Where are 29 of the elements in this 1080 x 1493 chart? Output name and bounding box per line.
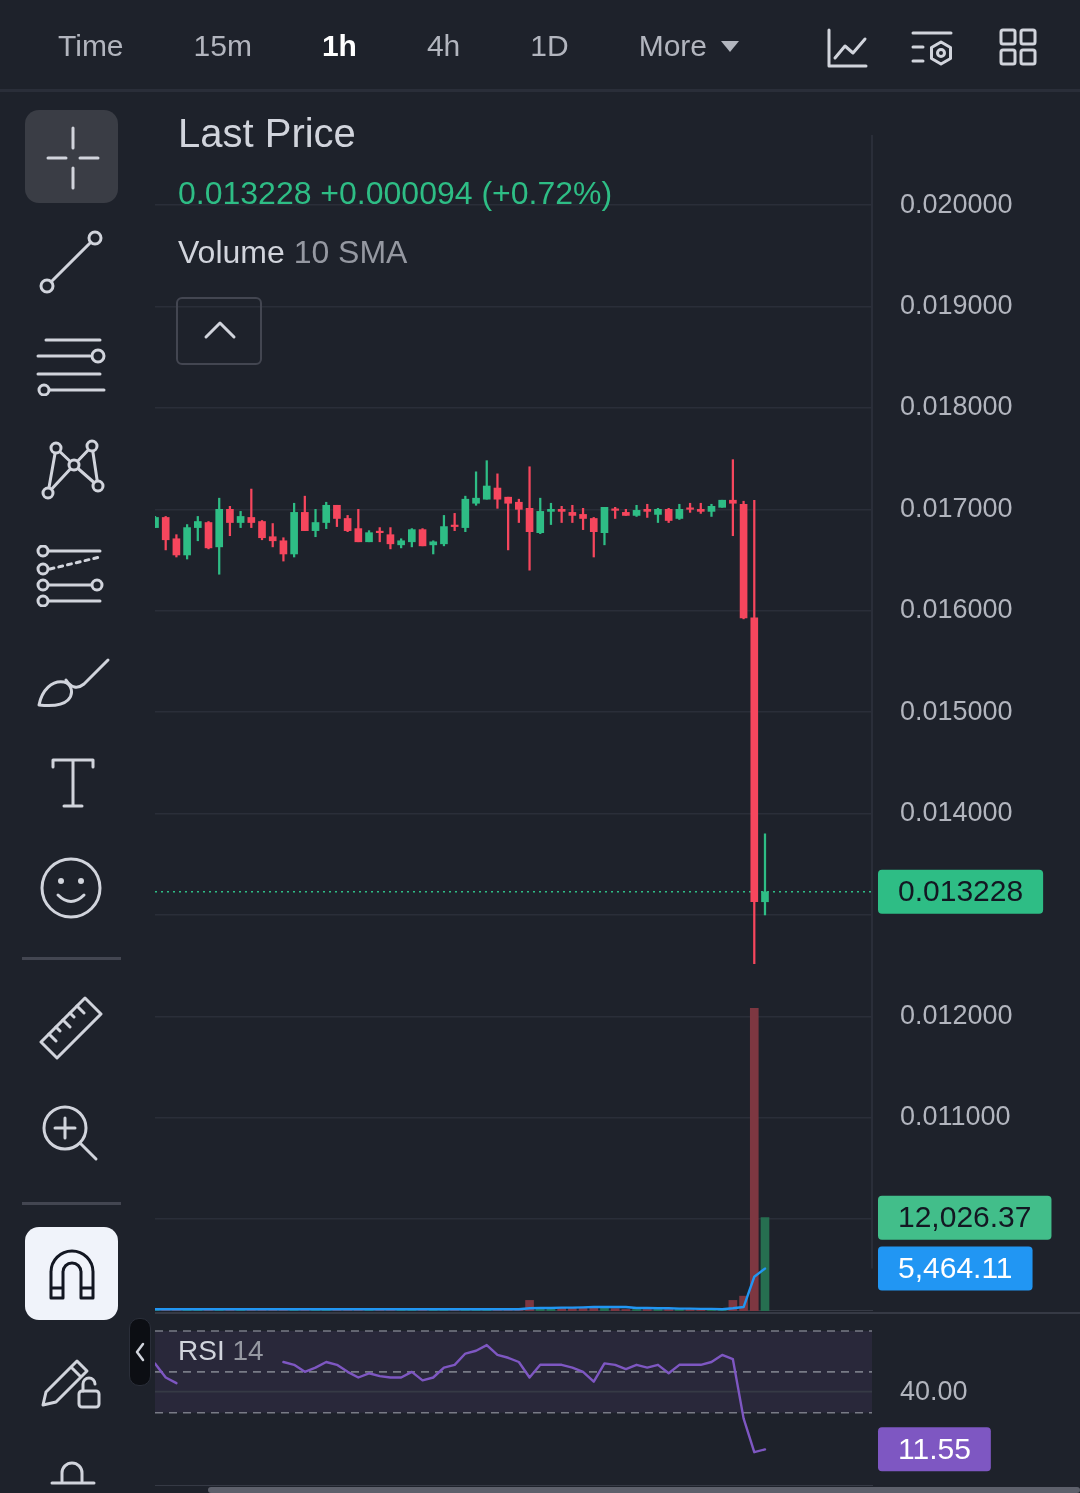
bar xyxy=(760,1217,770,1311)
y-tick-label: 0.011000 xyxy=(900,1101,1011,1132)
text: 40.00 xyxy=(900,1376,968,1406)
text: 1D xyxy=(530,29,569,64)
y-tick-label: 0.017000 xyxy=(900,492,1013,523)
candlestick xyxy=(311,509,320,538)
bar xyxy=(610,1308,620,1311)
y-tick-label: 0.015000 xyxy=(900,695,1013,726)
text: 5,464.11 xyxy=(898,1250,1013,1284)
y-tick-label: 0.012000 xyxy=(900,999,1013,1030)
y-tick-label: 0.014000 xyxy=(900,796,1013,827)
text: 15m xyxy=(193,29,252,64)
y-tick-label: 0.018000 xyxy=(900,391,1013,422)
text: More xyxy=(638,29,708,64)
text: 0.013228 +0.000094 (+0.72%) xyxy=(178,175,613,211)
chart-title: Last Price xyxy=(178,111,356,155)
candlestick xyxy=(525,466,534,571)
text: 12,026.37 xyxy=(898,1199,1032,1233)
y-tick-label: 0.020000 xyxy=(900,188,1013,219)
bar xyxy=(749,1008,759,1311)
text: Time xyxy=(58,29,124,64)
chart-title: RSI 14 xyxy=(178,1335,264,1366)
ref-line-label: 0.013228 xyxy=(898,874,1024,908)
text: 11.55 xyxy=(898,1431,971,1465)
y-tick-label: 0.019000 xyxy=(900,290,1013,320)
y-tick-label: 0.016000 xyxy=(900,594,1013,625)
annotation: Volume 10 SMA xyxy=(178,234,408,270)
text: 1h xyxy=(321,29,357,64)
text: 4h xyxy=(426,29,461,64)
